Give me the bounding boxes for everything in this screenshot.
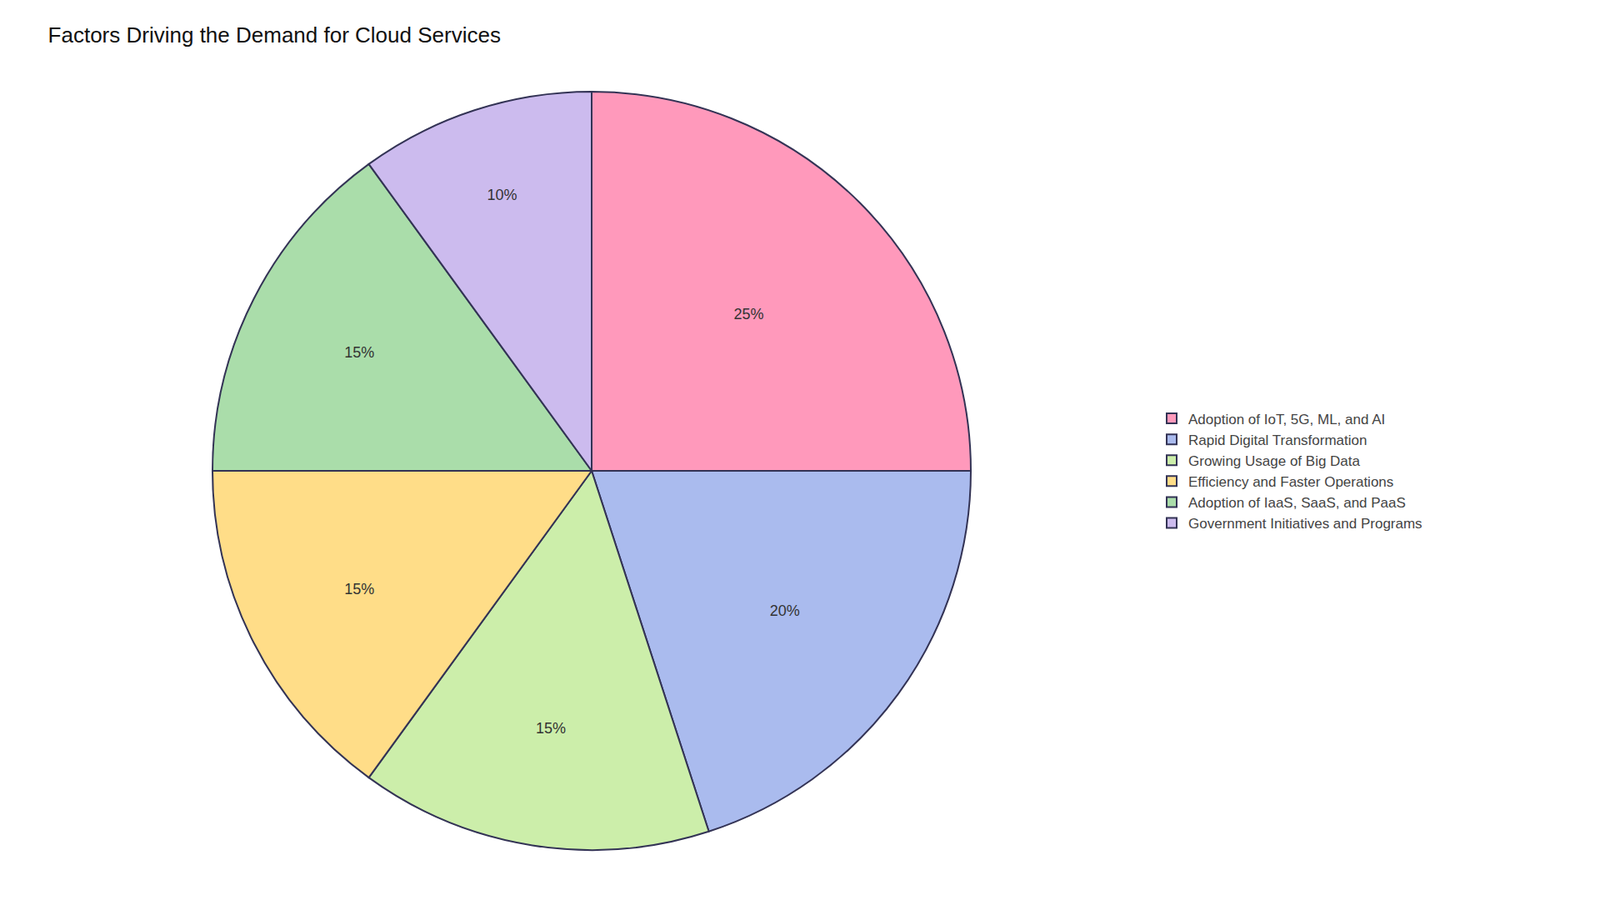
svg-text:Factors Driving the Demand for: Factors Driving the Demand for Cloud Ser…	[48, 22, 501, 48]
svg-text:15%: 15%	[344, 344, 375, 361]
svg-text:Adoption of IoT, 5G, ML, and A: Adoption of IoT, 5G, ML, and AI	[1188, 411, 1385, 428]
svg-text:15%: 15%	[344, 580, 375, 598]
svg-text:Growing Usage of Big Data: Growing Usage of Big Data	[1188, 453, 1361, 470]
svg-text:Efficiency and Faster Operatio: Efficiency and Faster Operations	[1188, 474, 1394, 490]
svg-text:10%: 10%	[487, 186, 518, 204]
svg-text:Government Initiatives and Pro: Government Initiatives and Programs	[1188, 515, 1423, 532]
svg-text:Rapid Digital Transformation: Rapid Digital Transformation	[1188, 432, 1367, 449]
svg-text:20%: 20%	[770, 602, 800, 620]
svg-text:15%: 15%	[535, 720, 566, 737]
svg-text:Adoption of IaaS, SaaS, and Pa: Adoption of IaaS, SaaS, and PaaS	[1188, 495, 1406, 511]
svg-text:25%: 25%	[733, 305, 764, 323]
